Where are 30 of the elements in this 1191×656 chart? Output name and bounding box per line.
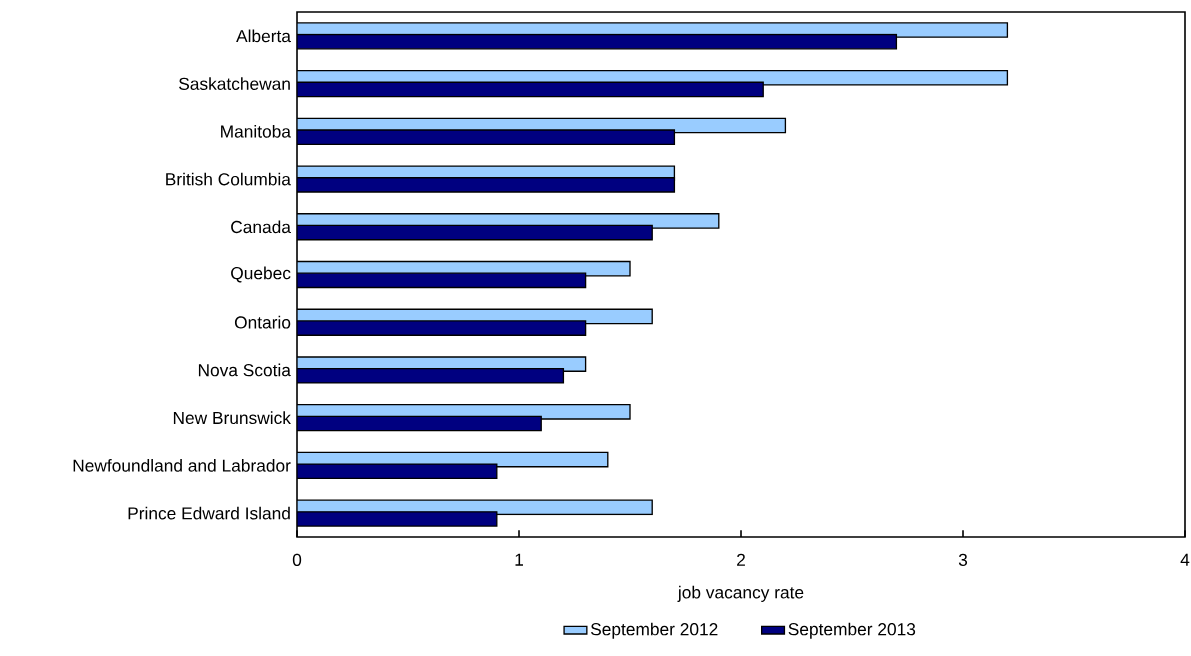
y-tick-label: Prince Edward Island [128, 506, 290, 520]
y-tick-label: British Columbia [166, 172, 291, 186]
y-tick-label: Alberta [236, 29, 291, 43]
bar [297, 129, 676, 145]
y-tick-label: Manitoba [221, 124, 291, 138]
legend-label: September 2012 [590, 622, 718, 639]
y-tick-label: Quebec [231, 266, 291, 283]
bar [297, 415, 542, 432]
y-tick-label: Saskatchewan [179, 77, 290, 90]
bar [297, 463, 498, 480]
y-tick-label: Nova Scotia [198, 363, 291, 377]
y-tick-label: Newfoundland and Labrador [73, 459, 291, 472]
legend-label: September 2013 [788, 622, 916, 639]
x-tick-label: 0 [292, 553, 302, 566]
bar [297, 272, 587, 289]
y-tick-label: New Brunswick [173, 411, 291, 425]
bar [297, 33, 898, 50]
x-tick-label: 4 [1180, 553, 1190, 566]
bar [297, 367, 565, 384]
x-tick-label: 2 [737, 553, 745, 566]
x-axis-title: job vacancy rate [677, 585, 804, 602]
bar [297, 81, 764, 98]
y-tick-label: Canada [231, 220, 291, 234]
bar [297, 320, 587, 336]
x-tick-label: 3 [958, 553, 968, 566]
bar [297, 511, 498, 527]
x-tick-label: 1 [515, 553, 523, 566]
bar [297, 177, 676, 193]
y-tick-label: Ontario [234, 315, 291, 329]
bar [297, 224, 653, 241]
